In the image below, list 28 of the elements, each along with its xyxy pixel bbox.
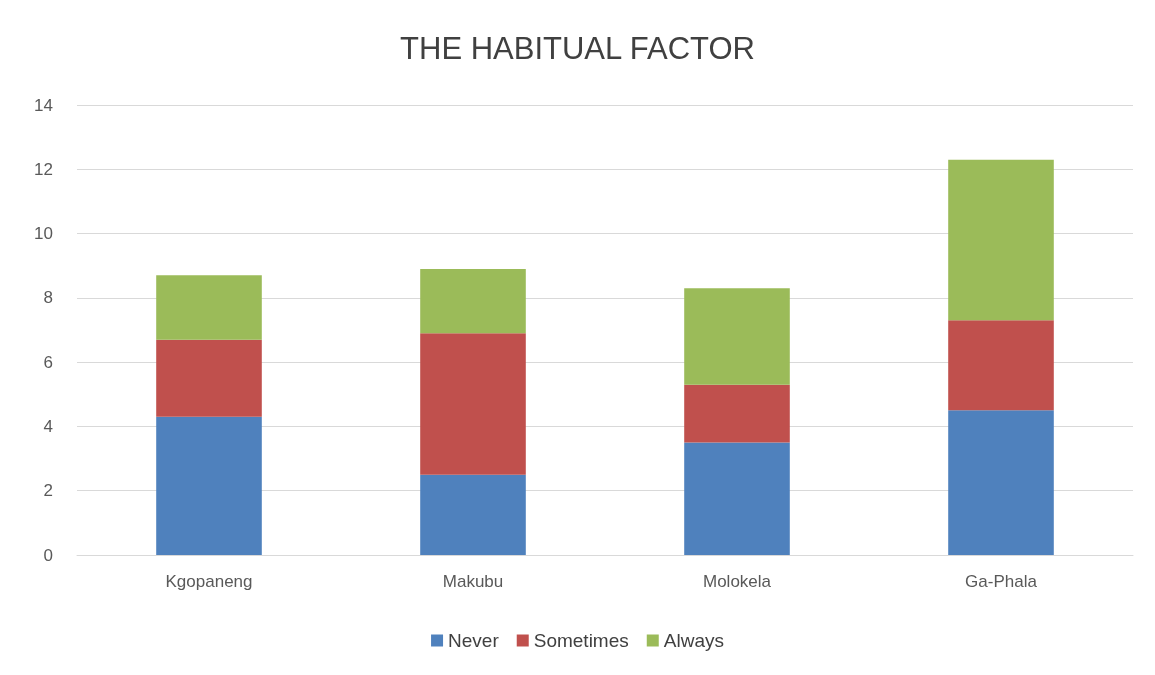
legend-label: Sometimes: [533, 630, 629, 651]
x-tick-label: Ga-Phala: [965, 572, 1038, 591]
legend-label: Never: [448, 630, 500, 651]
y-tick-label: 10: [34, 224, 53, 244]
bar: [156, 275, 262, 340]
bar: [684, 442, 790, 555]
bar: [156, 339, 262, 417]
y-tick-label: 6: [43, 352, 53, 372]
bar: [684, 288, 790, 385]
y-tick-label: 12: [34, 159, 53, 179]
bar: [420, 333, 526, 475]
bar: [420, 474, 526, 555]
x-tick-label: Molokela: [702, 572, 772, 591]
bar: [420, 268, 526, 334]
bar: [684, 384, 790, 443]
bar: [156, 416, 262, 555]
legend-label: Always: [663, 630, 724, 651]
y-tick-label: 2: [43, 481, 53, 501]
y-tick-label: 4: [43, 416, 53, 436]
x-tick-label: Makubu: [442, 572, 504, 591]
y-tick-label: 14: [34, 95, 53, 115]
bar: [948, 410, 1054, 555]
y-tick-label: 0: [43, 545, 53, 565]
chart-title: THE HABITUAL FACTOR: [400, 31, 755, 66]
x-tick-label: Kgopaneng: [165, 572, 253, 591]
bar: [948, 159, 1054, 321]
y-tick-label: 8: [43, 288, 53, 308]
bar: [948, 320, 1054, 411]
